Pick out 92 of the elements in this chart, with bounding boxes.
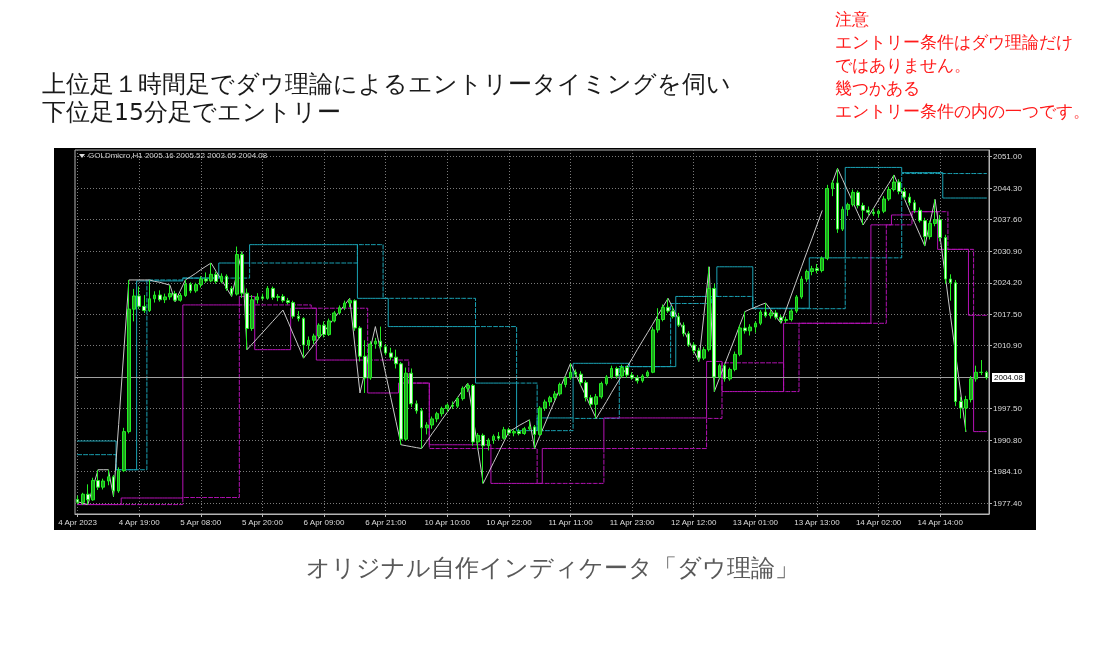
candlestick xyxy=(831,179,834,197)
ref-line-label: 2004.08 xyxy=(994,373,1024,383)
y-tick-label: 2051.00 xyxy=(993,152,1023,162)
x-tick-label: 4 Apr 2023 xyxy=(58,517,98,527)
chart-title: 上位足１時間足でダウ理論によるエントリータイミングを伺い下位足15分足でエントリー xyxy=(42,70,732,126)
y-tick-label: 1984.10 xyxy=(993,467,1023,477)
candlestick xyxy=(487,437,490,451)
candlestick xyxy=(908,192,911,207)
candlestick xyxy=(297,310,300,322)
x-tick-label: 12 Apr 12:00 xyxy=(671,517,717,527)
candlestick xyxy=(153,290,156,304)
text: 注意 xyxy=(835,8,869,31)
x-tick-label: 6 Apr 21:00 xyxy=(365,517,407,527)
candlestick xyxy=(954,279,957,407)
x-tick-label: 6 Apr 09:00 xyxy=(303,517,346,527)
text: エントリー条件の内の一つです。 xyxy=(835,100,1090,123)
candlestick xyxy=(610,365,613,380)
candlestick xyxy=(456,396,459,409)
candlestick xyxy=(76,495,79,505)
candlestick xyxy=(913,199,916,214)
candlestick xyxy=(872,207,875,217)
x-tick-label: 5 Apr 08:00 xyxy=(180,517,222,527)
candlestick xyxy=(492,433,495,445)
candlestick xyxy=(112,474,115,498)
candlestick xyxy=(266,285,269,301)
y-tick-label: 2017.50 xyxy=(993,309,1023,319)
candlestick xyxy=(338,304,341,316)
x-tick-label: 14 Apr 02:00 xyxy=(855,517,902,527)
candlestick xyxy=(528,419,531,432)
candlestick xyxy=(944,234,947,285)
y-tick-label: 2037.60 xyxy=(993,215,1023,225)
x-tick-label: 11 Apr 23:00 xyxy=(609,517,656,527)
y-tick-label: 2030.90 xyxy=(993,246,1023,256)
y-tick-label: 2024.20 xyxy=(993,278,1023,288)
candlestick xyxy=(682,321,685,337)
y-tick-label: 2044.30 xyxy=(993,183,1023,193)
candlestick xyxy=(148,279,151,313)
x-tick-label: 11 Apr 11:00 xyxy=(548,517,594,527)
candlestick xyxy=(379,326,382,351)
x-tick-label: 13 Apr 13:00 xyxy=(794,517,841,527)
candlestick xyxy=(302,316,305,359)
text: オリジナル自作インディケータ「ダウ理論」 xyxy=(305,553,800,583)
candlestick xyxy=(384,343,387,356)
x-tick-label: 5 Apr 20:00 xyxy=(241,517,284,527)
candlestick xyxy=(723,363,726,383)
candlestick xyxy=(374,337,377,350)
candlestick xyxy=(569,362,572,381)
candlestick xyxy=(949,273,952,302)
candlestick xyxy=(497,431,500,441)
candlestick xyxy=(451,400,454,410)
y-tick-label: 1977.40 xyxy=(993,498,1023,508)
x-tick-label: 13 Apr 01:00 xyxy=(732,517,779,527)
x-tick-label: 4 Apr 19:00 xyxy=(118,517,161,527)
candlestick xyxy=(307,335,310,351)
candlestick xyxy=(184,279,187,298)
y-tick-label: 1990.80 xyxy=(993,435,1023,445)
candlestick xyxy=(230,285,233,297)
candlestick xyxy=(646,369,649,379)
candlestick xyxy=(795,294,798,314)
candlestick xyxy=(564,375,567,388)
x-tick-label: 10 Apr 22:00 xyxy=(486,517,533,527)
text: エントリー条件はダウ理論だけではありません。 xyxy=(835,31,1074,77)
candlestick xyxy=(985,370,988,381)
annotation: GOLDmicro,H1 2005.16 2005.52 2003.65 2004.08 xyxy=(88,151,268,161)
candlestick xyxy=(189,281,192,294)
candlestick xyxy=(759,309,762,326)
candlestick xyxy=(107,469,110,486)
candlestick xyxy=(415,400,418,415)
x-tick-label: 14 Apr 14:00 xyxy=(917,517,964,527)
candlestick xyxy=(641,373,644,384)
candlestick xyxy=(836,167,839,234)
candlestick xyxy=(764,302,767,319)
candlestick xyxy=(687,330,690,348)
candlestick xyxy=(261,293,264,301)
candlestick xyxy=(800,275,803,300)
candlestick xyxy=(841,206,844,232)
candlestick xyxy=(343,300,346,311)
candlestick xyxy=(533,424,536,450)
candlestick xyxy=(574,368,577,378)
candlestick xyxy=(225,273,228,292)
candlestick xyxy=(754,320,757,334)
text: 幾つかある xyxy=(835,77,920,100)
candlestick xyxy=(220,272,223,284)
candlestick xyxy=(117,466,120,494)
y-tick-label: 1997.50 xyxy=(993,404,1023,414)
candlestick xyxy=(605,374,608,386)
candlestick xyxy=(420,407,423,450)
candlestick xyxy=(677,312,680,328)
candlestick xyxy=(718,363,721,380)
y-tick-label: 2010.90 xyxy=(993,340,1023,350)
x-tick-label: 10 Apr 10:00 xyxy=(424,517,471,527)
candlestick xyxy=(877,208,880,219)
